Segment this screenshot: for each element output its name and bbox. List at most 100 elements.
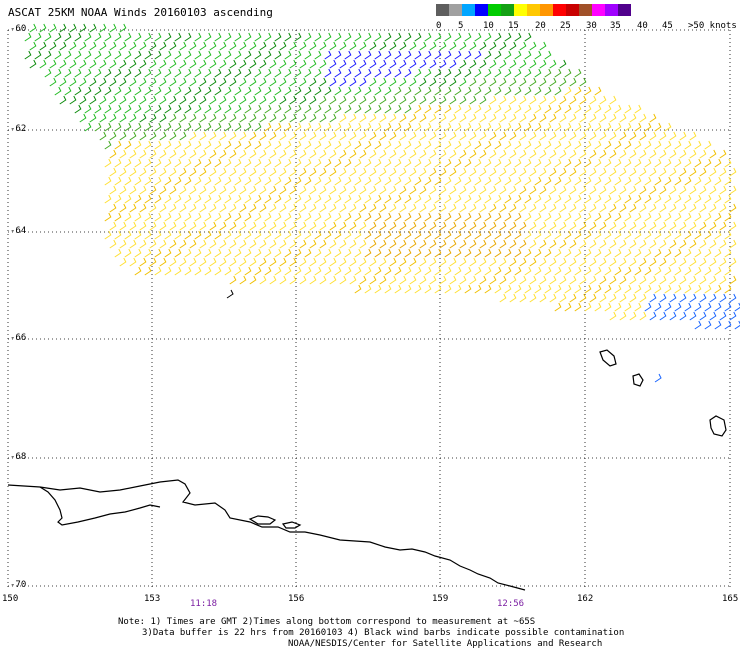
wind-barb [724, 230, 732, 240]
coastline [7, 349, 727, 591]
wind-barb [559, 149, 567, 159]
wind-barb [94, 122, 102, 132]
wind-barb [564, 194, 572, 204]
wind-barb [584, 212, 592, 222]
wind-barb [304, 248, 312, 258]
wind-barb [104, 140, 112, 150]
wind-barb [389, 275, 397, 285]
wind-barb [604, 104, 612, 114]
wind-barb [324, 248, 332, 258]
wind-barb [389, 77, 397, 87]
wind-barb [329, 239, 337, 249]
wind-barb [619, 203, 627, 213]
wind-barb [244, 266, 252, 276]
wind-barb [374, 50, 382, 60]
wind-barb [254, 32, 262, 42]
wind-barb [459, 41, 467, 51]
wind-barb [699, 293, 707, 303]
wind-barb [429, 203, 437, 213]
wind-barb [339, 95, 347, 105]
wind-barb [369, 185, 377, 195]
wind-barb [99, 131, 107, 141]
wind-barb [479, 131, 487, 141]
legend-labels: 0 5 10 15 20 25 30 35 40 45 >50 knots [436, 21, 737, 33]
wind-barb [639, 293, 647, 303]
time-label-start: 11:18 [190, 599, 218, 609]
wind-barb [664, 284, 672, 294]
wind-barb [134, 140, 142, 150]
wind-barb [379, 131, 387, 141]
wind-barb [629, 131, 637, 141]
wind-barb [154, 230, 162, 240]
wind-barb [249, 41, 257, 51]
wind-barb [544, 230, 552, 240]
wind-barb [159, 221, 167, 231]
wind-barb [539, 149, 547, 159]
wind-barb [319, 113, 327, 123]
wind-barb [339, 257, 347, 267]
wind-barb [534, 230, 542, 240]
wind-barb [654, 373, 662, 383]
wind-barb [244, 32, 252, 42]
wind-barb [704, 194, 712, 204]
wind-barb [189, 257, 197, 267]
wind-barb [69, 41, 77, 51]
wind-barb [79, 23, 87, 33]
wind-barb [634, 302, 642, 312]
wind-barb [399, 203, 407, 213]
legend-swatch [501, 4, 514, 16]
wind-barb [619, 293, 627, 303]
wind-barb [224, 230, 232, 240]
wind-barb [594, 266, 602, 276]
wind-barb [494, 122, 502, 132]
wind-barb [614, 284, 622, 294]
wind-barb [729, 293, 737, 303]
wind-barb [584, 158, 592, 168]
wind-barb [579, 293, 587, 303]
wind-barb [479, 41, 487, 51]
wind-barb [419, 257, 427, 267]
legend-label: 40 [637, 21, 648, 31]
wind-barb [189, 41, 197, 51]
wind-barb [469, 113, 477, 123]
wind-barb [334, 104, 342, 114]
wind-barb [149, 113, 157, 123]
wind-barb [579, 239, 587, 249]
wind-barb [169, 239, 177, 249]
wind-barb [489, 275, 497, 285]
wind-barb [379, 59, 387, 69]
wind-barb [699, 275, 707, 285]
wind-barb [344, 50, 352, 60]
wind-barb [419, 203, 427, 213]
wind-barb [584, 248, 592, 258]
wind-barb [334, 68, 342, 78]
wind-barb [714, 230, 722, 240]
legend-swatch [566, 4, 579, 16]
wind-barb [284, 230, 292, 240]
wind-barb [304, 50, 312, 60]
wind-barb [534, 158, 542, 168]
wind-barb [154, 104, 162, 114]
wind-barb [29, 59, 37, 69]
wind-barb [174, 122, 182, 132]
wind-barb [124, 104, 132, 114]
wind-barb [139, 77, 147, 87]
wind-barb [54, 86, 62, 96]
wind-barb [419, 275, 427, 285]
wind-barb [699, 239, 707, 249]
wind-barb [534, 176, 542, 186]
wind-barb [514, 158, 522, 168]
wind-barb [464, 266, 472, 276]
wind-barb [49, 23, 57, 33]
wind-barb [274, 104, 282, 114]
wind-barb [459, 185, 467, 195]
wind-barb [699, 149, 707, 159]
wind-barb [634, 266, 642, 276]
wind-barb [394, 194, 402, 204]
wind-barb [249, 95, 257, 105]
longitude-label: 150 [2, 594, 19, 604]
wind-barb [589, 221, 597, 231]
wind-barb [544, 194, 552, 204]
wind-barb [269, 257, 277, 267]
wind-barb [524, 194, 532, 204]
